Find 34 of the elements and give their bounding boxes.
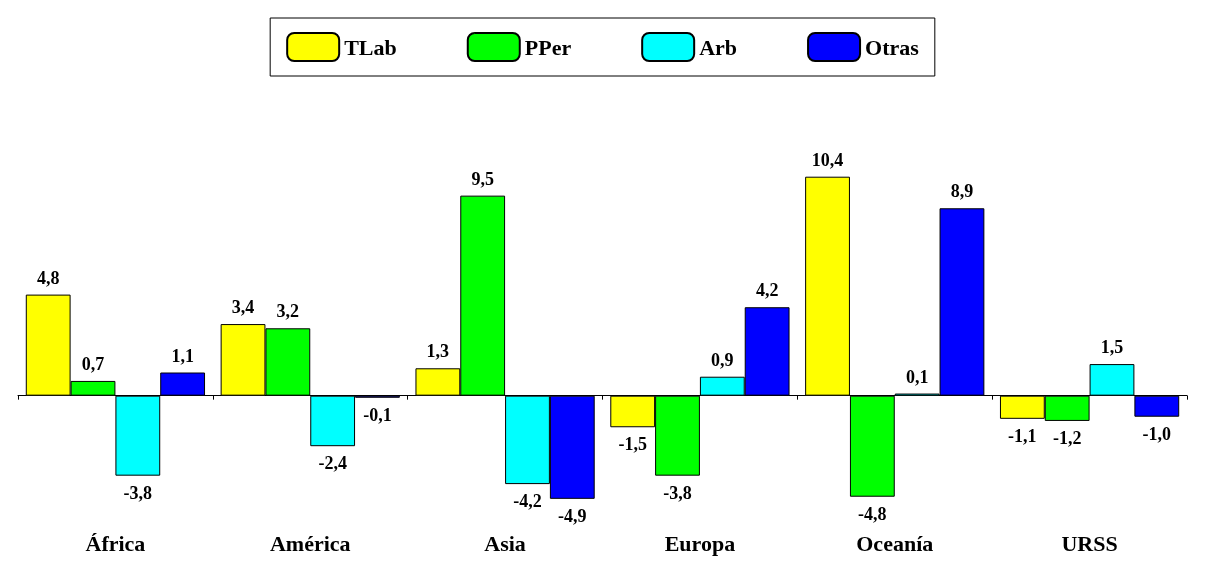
- data-label: 1,5: [1100, 337, 1124, 358]
- data-label: -1,5: [618, 434, 647, 455]
- data-label: -4,9: [558, 505, 587, 526]
- legend-label: TLab: [344, 34, 397, 60]
- data-label: -1,1: [1008, 425, 1037, 446]
- data-label: 10,4: [811, 149, 844, 170]
- data-label: -1,2: [1052, 427, 1082, 448]
- data-label: 3,2: [276, 301, 300, 322]
- x-tick-label: África: [85, 530, 146, 556]
- x-tick-label: Oceanía: [856, 530, 934, 556]
- data-label: 3,4: [231, 297, 255, 318]
- data-label: -4,8: [858, 503, 887, 524]
- x-tick-label: Asia: [484, 530, 526, 556]
- data-label: 9,5: [471, 168, 494, 189]
- data-label: 1,3: [426, 341, 450, 362]
- data-label: 4,2: [755, 280, 779, 301]
- data-label: 8,9: [950, 181, 974, 202]
- data-label: -1,0: [1142, 423, 1172, 444]
- data-label: 4,8: [36, 267, 60, 288]
- x-tick-label: Europa: [664, 530, 736, 556]
- data-label: -3,8: [663, 482, 692, 503]
- x-tick-label: URSS: [1061, 530, 1118, 556]
- x-tick-label: América: [269, 530, 351, 556]
- legend-label: PPer: [524, 34, 572, 60]
- data-label: -3,8: [123, 482, 153, 503]
- data-label: 0,1: [905, 366, 929, 387]
- data-label: 0,9: [711, 349, 734, 370]
- data-label: -2,4: [318, 453, 347, 474]
- data-label: 0,7: [81, 353, 105, 374]
- legend-label: Arb: [699, 34, 738, 60]
- data-label: -0,1: [363, 404, 392, 425]
- data-label: 1,1: [171, 345, 194, 366]
- data-label: -4,2: [513, 491, 542, 512]
- legend-label: Otras: [865, 34, 920, 60]
